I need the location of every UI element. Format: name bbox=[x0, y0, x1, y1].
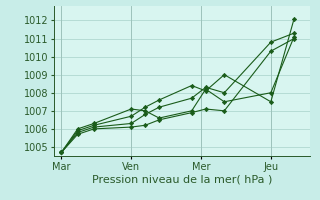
X-axis label: Pression niveau de la mer( hPa ): Pression niveau de la mer( hPa ) bbox=[92, 174, 273, 184]
